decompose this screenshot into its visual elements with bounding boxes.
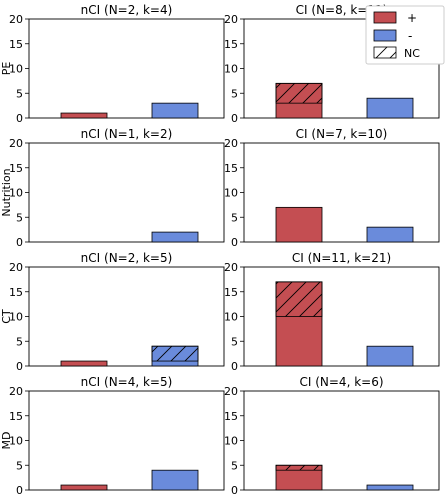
bar-nc-segment bbox=[275, 464, 323, 471]
panel: nCI (N=1, k=2) 0 5 10 15 20 bbox=[9, 127, 225, 249]
bar-positive bbox=[60, 112, 108, 119]
y-tick-label: 20 bbox=[224, 137, 238, 150]
panel-title: nCI (N=2, k=5) bbox=[81, 251, 173, 265]
y-tick-label: 20 bbox=[224, 13, 238, 26]
y-tick-label: 5 bbox=[16, 459, 23, 472]
y-tick-label: 15 bbox=[9, 162, 23, 175]
bar-negative bbox=[366, 226, 414, 243]
panel: nCI (N=4, k=5) 0 5 10 15 20 bbox=[9, 375, 225, 497]
bar-negative bbox=[366, 345, 414, 367]
panel-title: CI (N=4, k=6) bbox=[299, 375, 383, 389]
y-tick-label: 20 bbox=[224, 385, 238, 398]
panel-title: CI (N=8, k=11) bbox=[296, 3, 388, 17]
row-label: MD bbox=[0, 432, 13, 450]
y-tick-label: 15 bbox=[224, 286, 238, 299]
y-tick-label: 0 bbox=[16, 484, 23, 497]
y-tick-label: 10 bbox=[224, 63, 238, 76]
bar-nc-segment bbox=[275, 82, 323, 104]
legend-swatch-hatch bbox=[373, 46, 397, 59]
bar-nc-segment bbox=[275, 281, 323, 317]
panel-title: nCI (N=2, k=4) bbox=[81, 3, 173, 17]
y-tick-label: 5 bbox=[231, 459, 238, 472]
bar-nc-segment bbox=[151, 345, 199, 362]
panel-title: nCI (N=4, k=5) bbox=[81, 375, 173, 389]
y-tick-label: 0 bbox=[16, 360, 23, 373]
y-tick-label: 5 bbox=[231, 335, 238, 348]
panel-frame bbox=[28, 142, 225, 243]
y-tick-label: 20 bbox=[9, 137, 23, 150]
legend: + - NC bbox=[365, 5, 445, 65]
bar-negative bbox=[151, 102, 199, 119]
panel: nCI (N=2, k=5) 0 5 10 15 20 bbox=[9, 251, 225, 373]
panel: CI (N=7, k=10) 0 5 10 15 20 bbox=[224, 127, 440, 249]
bar-positive bbox=[60, 484, 108, 491]
panel-title: CI (N=11, k=21) bbox=[292, 251, 391, 265]
y-tick-label: 20 bbox=[224, 261, 238, 274]
panel-title: CI (N=7, k=10) bbox=[296, 127, 388, 141]
y-tick-label: 0 bbox=[16, 236, 23, 249]
y-tick-label: 10 bbox=[224, 311, 238, 324]
y-tick-label: 0 bbox=[16, 112, 23, 125]
y-tick-label: 0 bbox=[231, 484, 238, 497]
bar-positive bbox=[60, 360, 108, 367]
y-tick-label: 10 bbox=[9, 435, 23, 448]
legend-label-negative: - bbox=[408, 29, 412, 43]
y-tick-label: 0 bbox=[231, 112, 238, 125]
y-tick-label: 10 bbox=[9, 311, 23, 324]
y-tick-label: 5 bbox=[16, 335, 23, 348]
y-tick-label: 10 bbox=[224, 435, 238, 448]
bar-positive bbox=[275, 206, 323, 243]
y-tick-label: 5 bbox=[231, 87, 238, 100]
bar-negative bbox=[366, 484, 414, 491]
panel: CI (N=8, k=11) 0 5 10 15 20 bbox=[224, 3, 440, 125]
y-tick-label: 20 bbox=[9, 13, 23, 26]
legend-label-nc: NC bbox=[404, 47, 420, 60]
y-tick-label: 15 bbox=[224, 410, 238, 423]
row-label: PE bbox=[0, 62, 13, 76]
y-tick-label: 10 bbox=[9, 187, 23, 200]
y-tick-label: 0 bbox=[231, 236, 238, 249]
y-tick-label: 20 bbox=[9, 385, 23, 398]
y-tick-label: 5 bbox=[16, 211, 23, 224]
y-tick-label: 10 bbox=[224, 187, 238, 200]
panel: CI (N=4, k=6) 0 5 10 15 20 bbox=[224, 375, 440, 497]
y-tick-label: 15 bbox=[9, 286, 23, 299]
bar-negative bbox=[151, 231, 199, 243]
bar-negative bbox=[151, 469, 199, 491]
row-label: CT bbox=[0, 309, 13, 324]
y-tick-label: 15 bbox=[9, 38, 23, 51]
y-tick-label: 5 bbox=[16, 87, 23, 100]
legend-label-positive: + bbox=[407, 11, 417, 25]
y-tick-label: 0 bbox=[231, 360, 238, 373]
y-tick-label: 15 bbox=[9, 410, 23, 423]
y-tick-label: 15 bbox=[224, 38, 238, 51]
panel: nCI (N=2, k=4) 0 5 10 15 20 bbox=[9, 3, 225, 125]
legend-swatch-negative bbox=[373, 29, 397, 42]
legend-swatch-positive bbox=[373, 11, 397, 24]
y-tick-label: 15 bbox=[224, 162, 238, 175]
panel-frame bbox=[243, 390, 440, 491]
y-tick-label: 10 bbox=[9, 63, 23, 76]
panel: CI (N=11, k=21) 0 5 10 15 20 bbox=[224, 251, 440, 373]
bar-negative bbox=[366, 97, 414, 119]
y-tick-label: 5 bbox=[231, 211, 238, 224]
y-tick-label: 20 bbox=[9, 261, 23, 274]
panel-title: nCI (N=1, k=2) bbox=[81, 127, 173, 141]
row-label: Nutrition bbox=[0, 168, 13, 216]
